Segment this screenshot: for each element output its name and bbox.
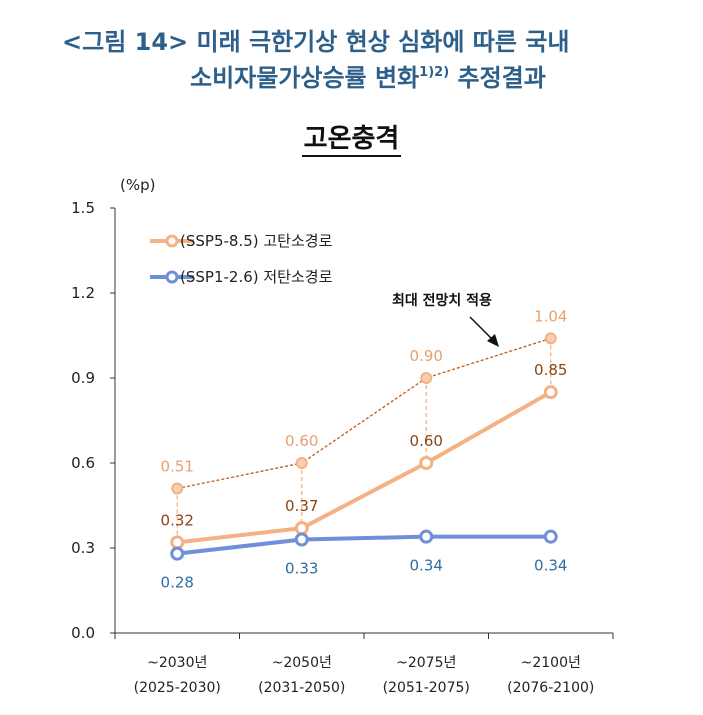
legend-label: (SSP1-2.6) 저탄소경로 — [180, 268, 333, 286]
high-carbon-point — [170, 535, 185, 550]
y-tick-label: 0.9 — [71, 369, 95, 387]
low-carbon-data-label: 0.33 — [285, 560, 318, 578]
max-point — [295, 457, 308, 469]
low-carbon-data-label: 0.34 — [534, 557, 567, 575]
max-projection-line — [177, 337, 551, 490]
low-carbon-data-label: 0.34 — [410, 557, 443, 575]
high-carbon-data-label: 0.85 — [534, 361, 567, 379]
high-carbon-data-label: 0.32 — [161, 511, 194, 529]
y-tick-label: 0.3 — [71, 539, 95, 557]
legend-swatch-marker — [165, 234, 179, 248]
chart-subtitle: 고온충격 — [0, 118, 703, 157]
annotation-arrow-head — [487, 334, 499, 347]
x-tick-label-range: (2076-2100) — [507, 680, 594, 696]
annotation-arrow-shaft — [469, 316, 495, 342]
max-data-label: 0.51 — [161, 458, 194, 476]
max-data-label: 0.90 — [410, 347, 443, 365]
y-axis-unit: (%p) — [120, 176, 155, 194]
high-carbon-data-label: 0.60 — [410, 432, 443, 450]
legend-label: (SSP5-8.5) 고탄소경로 — [180, 232, 333, 250]
high-carbon-data-label: 0.37 — [285, 497, 318, 515]
y-tick-label: 1.2 — [71, 284, 95, 302]
x-tick-label: ~2050년 — [272, 655, 332, 671]
low-carbon-point — [543, 529, 558, 544]
y-tick-label: 1.5 — [71, 199, 95, 217]
max-point — [544, 332, 557, 345]
low-carbon-series-line — [177, 534, 551, 556]
chart-title-footnote: 1)2) — [419, 65, 450, 80]
low-carbon-data-label: 0.28 — [161, 574, 194, 592]
high-carbon-point — [294, 521, 309, 536]
high-carbon-series-line — [177, 390, 552, 545]
low-carbon-point — [294, 532, 309, 547]
low-carbon-point — [419, 529, 434, 544]
chart-title-line1: <그림 14> 미래 극한기상 현상 심화에 따른 국내 — [62, 28, 570, 56]
x-tick-label-range: (2051-2075) — [383, 680, 470, 696]
x-tick-label: ~2030년 — [147, 655, 207, 671]
high-carbon-point — [419, 456, 434, 470]
low-carbon-point — [170, 546, 185, 561]
max-data-label: 1.04 — [534, 307, 567, 325]
chart-title-line2-main: 소비자물가상승률 변화 — [190, 64, 420, 92]
chart-title-line2-end: 추정결과 — [449, 64, 546, 92]
chart-subtitle-text: 고온충격 — [301, 124, 402, 157]
x-tick-label: ~2100년 — [521, 655, 581, 671]
max-data-label: 0.60 — [285, 432, 318, 450]
x-tick-label: ~2075년 — [396, 655, 456, 671]
max-point — [420, 372, 433, 384]
annotation-label: 최대 전망치 적용 — [392, 292, 492, 309]
legend-swatch-marker — [165, 270, 179, 284]
x-tick-label-range: (2031-2050) — [258, 680, 345, 696]
chart-title-line2: 소비자물가상승률 변화1)2) 추정결과 — [190, 58, 703, 93]
max-point — [171, 482, 184, 495]
x-tick-label-range: (2025-2030) — [134, 680, 221, 696]
high-carbon-point — [543, 385, 558, 400]
y-tick-label: 0.6 — [71, 454, 95, 472]
y-tick-label: 0.0 — [71, 624, 95, 642]
